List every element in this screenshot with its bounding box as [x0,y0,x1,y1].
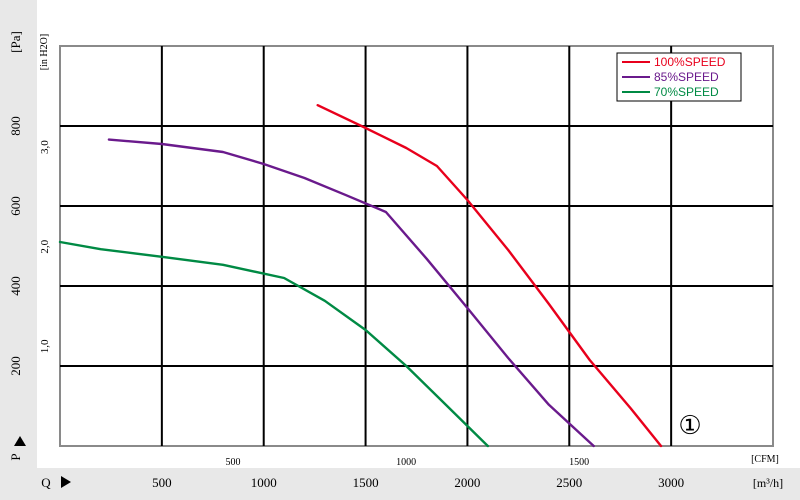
legend-label-2: 85%SPEED [654,70,719,84]
y-tick-label-inh2o: 3,0 [39,140,51,154]
series-line-1 [316,104,663,448]
y-axis-label-pa: [Pa] [8,31,23,53]
y-tick-label-pa: 600 [8,196,23,216]
x-axis-label-m3h: [m³/h] [753,476,783,490]
y-tick-label-pa: 400 [8,276,23,296]
x-tick-label-cfm: 1500 [569,457,589,468]
legend-label-1: 100%SPEED [654,55,726,69]
y-axis-label-inh2o: [in H2O] [39,34,50,70]
y-tick-label-inh2o: 1,0 [39,339,51,353]
x-tick-label-m3h: 1000 [251,475,277,490]
x-tick-label-m3h: 2000 [454,475,480,490]
x-tick-label-m3h: 500 [152,475,172,490]
y-tick-label-inh2o: 2,0 [39,239,51,253]
pressure-arrow-icon [14,436,26,446]
series-line-2 [107,138,595,448]
bottom-axis-band [0,468,800,500]
x-axis-label-cfm: [CFM] [751,454,779,465]
y-tick-label-pa: 200 [8,356,23,376]
x-tick-label-m3h: 3000 [658,475,684,490]
flow-symbol: Q [41,475,51,490]
x-tick-label-cfm: 1000 [396,457,416,468]
flow-arrow-icon [61,476,71,488]
series-line-3 [58,240,489,448]
y-tick-label-pa: 800 [8,116,23,136]
x-tick-label-m3h: 1500 [353,475,379,490]
x-tick-label-m3h: 2500 [556,475,582,490]
pressure-symbol: P [8,453,23,460]
x-tick-label-cfm: 500 [226,457,241,468]
legend-label-3: 70%SPEED [654,85,719,99]
annotation-marker: ① [678,411,701,441]
left-axis-band [0,0,37,500]
